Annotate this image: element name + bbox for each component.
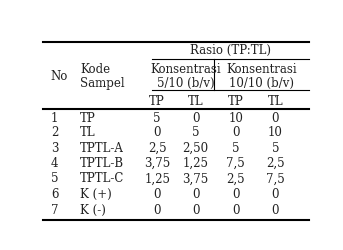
Text: 6: 6 bbox=[51, 187, 58, 200]
Text: 5: 5 bbox=[192, 126, 200, 138]
Text: 0: 0 bbox=[192, 187, 200, 200]
Text: 1,25: 1,25 bbox=[183, 156, 209, 169]
Text: TPTL-A: TPTL-A bbox=[80, 141, 124, 154]
Text: 3,75: 3,75 bbox=[182, 172, 209, 185]
Text: 0: 0 bbox=[272, 111, 279, 124]
Text: 1,25: 1,25 bbox=[144, 172, 170, 185]
Text: TP: TP bbox=[80, 111, 96, 124]
Text: 3: 3 bbox=[51, 141, 58, 154]
Text: 2,50: 2,50 bbox=[183, 141, 209, 154]
Text: 7,5: 7,5 bbox=[226, 156, 245, 169]
Text: Kode: Kode bbox=[80, 63, 110, 76]
Text: 1: 1 bbox=[51, 111, 58, 124]
Text: 5: 5 bbox=[232, 141, 239, 154]
Text: TL: TL bbox=[268, 95, 283, 108]
Text: TP: TP bbox=[149, 95, 165, 108]
Text: 0: 0 bbox=[232, 187, 239, 200]
Text: Rasio (TP:TL): Rasio (TP:TL) bbox=[190, 44, 271, 57]
Text: TP: TP bbox=[228, 95, 244, 108]
Text: 4: 4 bbox=[51, 156, 58, 169]
Text: 2,5: 2,5 bbox=[266, 156, 285, 169]
Text: K (+): K (+) bbox=[80, 187, 112, 200]
Text: 10: 10 bbox=[268, 126, 283, 138]
Text: TL: TL bbox=[188, 95, 203, 108]
Text: 10/10 (b/v): 10/10 (b/v) bbox=[229, 76, 294, 90]
Text: 0: 0 bbox=[272, 187, 279, 200]
Text: 0: 0 bbox=[232, 204, 239, 216]
Text: 10: 10 bbox=[228, 111, 243, 124]
Text: Konsentrasi: Konsentrasi bbox=[151, 63, 221, 76]
Text: 0: 0 bbox=[192, 111, 200, 124]
Text: 7: 7 bbox=[51, 204, 58, 216]
Text: 5: 5 bbox=[153, 111, 161, 124]
Text: Konsentrasi: Konsentrasi bbox=[226, 63, 297, 76]
Text: 7,5: 7,5 bbox=[266, 172, 285, 185]
Text: 0: 0 bbox=[232, 126, 239, 138]
Text: Sampel: Sampel bbox=[80, 76, 125, 90]
Text: 3,75: 3,75 bbox=[144, 156, 170, 169]
Text: 0: 0 bbox=[153, 187, 161, 200]
Text: 2,5: 2,5 bbox=[148, 141, 166, 154]
Text: 0: 0 bbox=[272, 204, 279, 216]
Text: 2: 2 bbox=[51, 126, 58, 138]
Text: 2,5: 2,5 bbox=[226, 172, 245, 185]
Text: K (-): K (-) bbox=[80, 204, 106, 216]
Text: No: No bbox=[51, 69, 68, 82]
Text: TPTL-B: TPTL-B bbox=[80, 156, 124, 169]
Text: 0: 0 bbox=[153, 126, 161, 138]
Text: 0: 0 bbox=[192, 204, 200, 216]
Text: 5: 5 bbox=[51, 172, 58, 185]
Text: TL: TL bbox=[80, 126, 96, 138]
Text: TPTL-C: TPTL-C bbox=[80, 172, 125, 185]
Text: 5/10 (b/v): 5/10 (b/v) bbox=[157, 76, 215, 90]
Text: 0: 0 bbox=[153, 204, 161, 216]
Text: 5: 5 bbox=[272, 141, 279, 154]
